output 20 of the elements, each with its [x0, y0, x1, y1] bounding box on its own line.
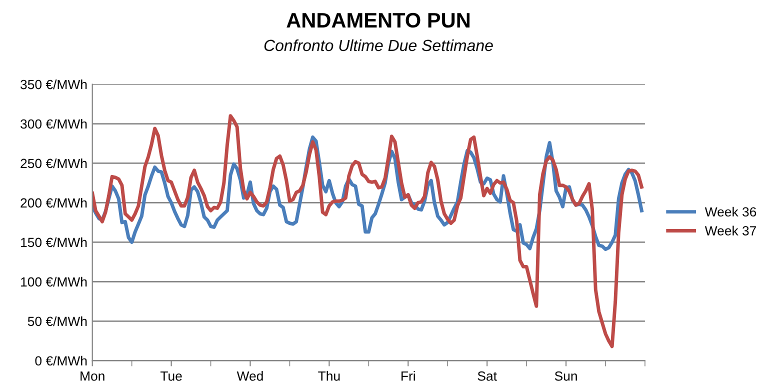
x-tick-label: Thu: [318, 371, 340, 381]
legend-label: Week 37: [704, 226, 756, 236]
x-tick-label: Fri: [402, 371, 415, 381]
y-tick-label: 300 €/MWh: [20, 118, 87, 129]
chart-subtitle: Confronto Ultime Due Settimane: [264, 39, 493, 52]
y-tick-label: 250 €/MWh: [20, 158, 87, 168]
legend-label: Week 36: [704, 206, 756, 217]
x-tick-label: Sun: [554, 371, 577, 381]
y-tick-label: 50 €/MWh: [28, 316, 87, 326]
y-tick-label: 200 €/MWh: [20, 198, 87, 208]
chart-title: ANDAMENTO PUN: [286, 12, 470, 28]
line-series: [92, 114, 644, 348]
y-tick-label: 0 €/MWh: [35, 356, 87, 366]
y-tick-label: 100 €/MWh: [21, 276, 87, 287]
y-tick-label: 350 €/MWh: [20, 80, 87, 90]
x-tick-label: Mon: [80, 372, 104, 381]
x-tick-label: Wed: [236, 371, 263, 381]
x-tick-label: Tue: [160, 372, 182, 381]
x-tick-label: Sat: [478, 371, 497, 381]
y-tick-label: 150 €/MWh: [21, 237, 87, 248]
